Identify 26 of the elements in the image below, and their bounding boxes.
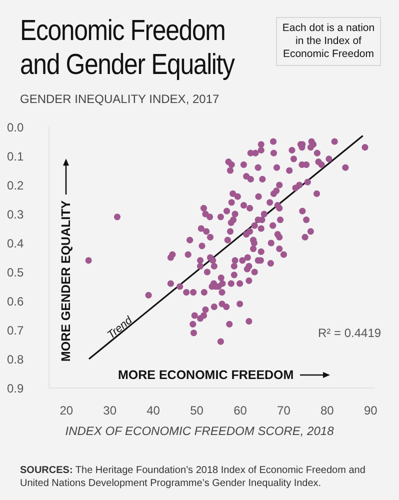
y-tick-label: 0.3	[7, 207, 24, 222]
annotation: R² = 0.4419	[318, 326, 382, 340]
x-axis-title: INDEX OF ECONOMIC FREEDOM SCORE, 2018	[64, 424, 335, 438]
source-note: SOURCES: The Heritage Foundation’s 2018 Index of Economic Freedom and United Nations Development Programme’s Gender Inequality Index.	[20, 464, 366, 490]
chart-title: Economic Freedom and Gender Equality	[20, 14, 236, 82]
y-tick-label: 0.8	[7, 352, 24, 366]
y-tick-label: 0.2	[7, 178, 24, 192]
text: Each dot is a nation in the Index of Economic Freedom	[276, 17, 381, 66]
x-tick-label: 60	[234, 404, 248, 418]
y-tick-label: 0.0	[7, 120, 24, 134]
x-tick-label: 30	[103, 404, 117, 418]
y-tick-label: 0.4	[7, 236, 24, 250]
x-tick-label: 20	[60, 404, 74, 418]
y-tick-label: 0.9	[7, 381, 24, 396]
annotation: MORE GENDER EQUALITY	[59, 200, 73, 362]
x-tick-label: 40	[146, 404, 160, 418]
y-tick-label: 0.7	[7, 323, 24, 338]
x-tick-label: 80	[320, 404, 334, 418]
y-axis-title: GENDER INEQUALITY INDEX, 2017	[20, 92, 220, 106]
annotation: MORE ECONOMIC FREEDOM	[118, 368, 294, 382]
x-tick-label: 70	[277, 404, 291, 418]
y-tick-label: 0.6	[7, 294, 24, 308]
x-tick-label: 90	[364, 404, 378, 418]
x-tick-label: 50	[190, 404, 204, 418]
y-tick-label: 0.1	[7, 149, 24, 164]
y-tick-label: 0.5	[7, 265, 24, 280]
